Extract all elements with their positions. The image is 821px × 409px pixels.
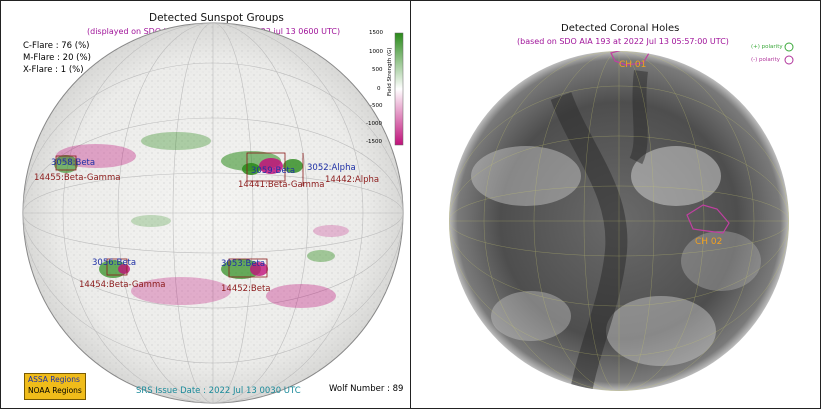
assa-region-label: 3059:Beta <box>251 166 296 176</box>
coronal-subtitle: (based on SDO AIA 193 at 2022 Jul 13 05:… <box>517 37 729 46</box>
noaa-region-label: 14442:Alpha <box>325 175 380 185</box>
coronal-hole-label: CH 02 <box>695 237 723 247</box>
legend-assa: ASSA Regions <box>28 375 80 384</box>
noaa-region-label: 14452:Beta <box>221 284 271 294</box>
negative-polarity-marker <box>784 55 794 65</box>
coronal-hole-contour <box>686 204 730 234</box>
coronal-hole-label: CH 01 <box>619 60 647 70</box>
c-flare-probability: C-Flare : 76 (%) <box>23 41 90 51</box>
sunspot-panel: Detected Sunspot Groups (displayed on SD… <box>1 1 410 407</box>
assa-region-label: 3053:Beta <box>221 259 266 269</box>
panel-divider <box>410 0 411 409</box>
coronal-title: Detected Coronal Holes <box>561 23 680 34</box>
colorbar-tick: -1000 <box>366 121 382 127</box>
coronal-hole-panel: Detected Coronal Holes (based on SDO AIA… <box>411 1 820 407</box>
noaa-region-label: 14454:Beta-Gamma <box>79 280 166 290</box>
positive-polarity-marker <box>784 42 794 52</box>
field-strength-colorbar <box>394 32 404 146</box>
legend-noaa: NOAA Regions <box>28 386 82 395</box>
assa-region-label: 3056:Beta <box>92 258 137 268</box>
colorbar-label: Field Strength (G) <box>387 47 393 96</box>
x-flare-probability: X-Flare : 1 (%) <box>23 65 84 75</box>
colorbar-tick: 1000 <box>369 49 383 55</box>
m-flare-probability: M-Flare : 20 (%) <box>23 53 91 63</box>
coronal-hole-contour <box>610 51 650 66</box>
sunspot-title: Detected Sunspot Groups <box>149 12 284 24</box>
noaa-region-label: 14441:Beta-Gamma <box>238 180 325 190</box>
assa-region-label: 3052:Alpha <box>307 163 356 173</box>
negative-polarity-label: (-) polarity <box>751 57 780 63</box>
aia-disk <box>449 51 789 391</box>
assa-region-label: 3058:Beta <box>51 158 96 168</box>
noaa-region-label: 14455:Beta-Gamma <box>34 173 121 183</box>
srs-issue-date: SRS Issue Date : 2022 Jul 13 0030 UTC <box>136 386 301 396</box>
colorbar-tick: 0 <box>377 86 381 92</box>
colorbar-tick: -1500 <box>366 139 382 145</box>
magnetogram-disk <box>22 22 404 404</box>
colorbar-tick: 500 <box>372 67 383 73</box>
positive-polarity-label: (+) polarity <box>751 44 783 50</box>
magnetic-activity <box>54 132 349 308</box>
region-legend: ASSA Regions NOAA Regions <box>24 373 86 400</box>
wolf-number: Wolf Number : 89 <box>329 384 404 394</box>
colorbar-tick: -500 <box>370 103 383 109</box>
colorbar-tick: 1500 <box>369 30 383 36</box>
